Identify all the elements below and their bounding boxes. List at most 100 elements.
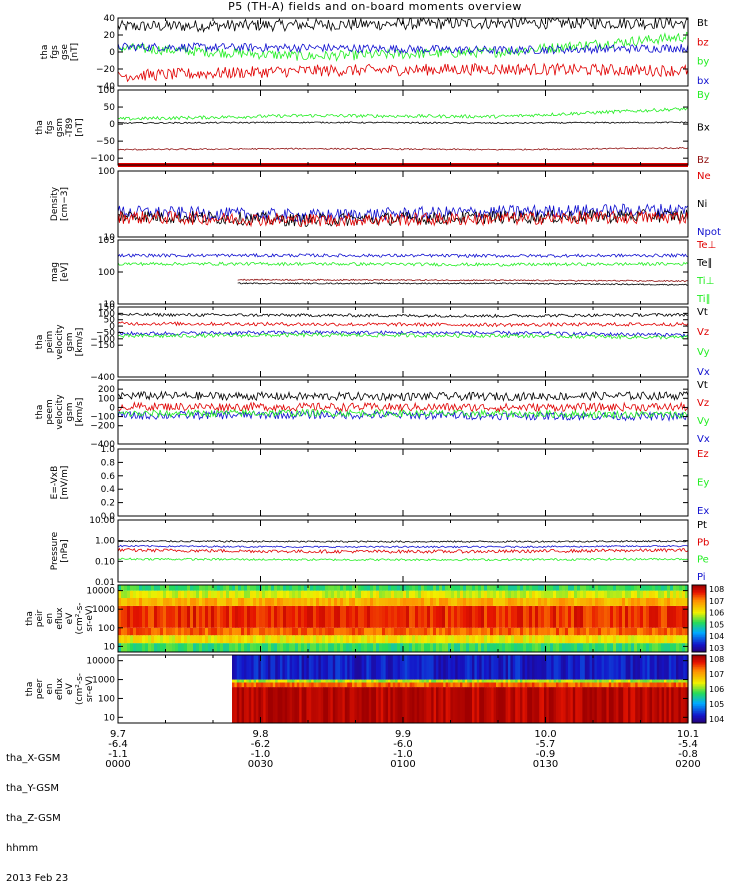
spectrogram-cell [426,655,430,680]
spectrogram-cell [577,590,581,599]
spectrogram-cell [454,585,458,591]
spectrogram-cell [682,585,686,591]
spectrogram-cell [628,627,632,636]
spectrogram-cell [418,598,422,606]
spectrogram-cell [265,605,269,628]
spectrogram-cell [352,682,355,688]
spectrogram-cell [448,627,452,636]
spectrogram-cell [678,682,682,688]
spectrogram-cell [407,655,411,680]
colorbar-segment [692,596,706,599]
spectrogram-cell [235,643,239,652]
spectrogram-cell [178,605,182,628]
spectrogram-cell [364,655,367,680]
spectrogram-cell [643,627,647,636]
spectrogram-cell [316,655,319,680]
spectrogram-cell [661,635,665,644]
spectrogram-cell [241,643,245,652]
spectrogram-cell [619,585,623,591]
spectrogram-cell [424,679,427,683]
spectrogram-cell [550,585,554,591]
spectrogram-cell [582,679,586,683]
spectrogram-cell [532,682,535,688]
spectrogram-cell [397,655,401,680]
spectrogram-cell [136,627,140,636]
spectrogram-cell [469,605,473,628]
spectrogram-cell [330,679,334,683]
spectrogram-cell [520,627,524,636]
spectrogram-cell [376,605,380,628]
spectrogram-cell [430,627,434,636]
spectrogram-cell [364,598,368,606]
spectrogram-cell [220,585,224,591]
spectrogram-cell [235,585,239,591]
spectrogram-cell [454,643,458,652]
spectrogram-cell [145,598,149,606]
spectrogram-cell [450,687,454,723]
spectrogram-cell [306,655,310,680]
spectrogram-cell [479,687,483,723]
spectrogram-cell [439,590,443,599]
spectrogram-cell [556,687,559,723]
spectrogram-cell [163,643,167,652]
xaxis-tick-label: 9.8 [253,729,269,740]
ephemeris-value: -6.0 [393,739,413,750]
spectrogram-cell [584,655,588,680]
spectrogram-cell [118,643,122,652]
spectrogram-cell [680,682,684,688]
spectrogram-cell [301,627,305,636]
spectrogram-cell [368,682,372,688]
ylabel-line: gsm [55,118,65,137]
spectrogram-cell [250,598,254,606]
spectrogram-cell [508,627,512,636]
spectrogram-cell [608,682,612,688]
spectrogram-cell [409,598,413,606]
spectrogram-cell [553,679,557,683]
spectrogram-cell [250,605,254,628]
spectrogram-cell [682,590,686,599]
spectrogram-cell [241,687,245,723]
spectrogram-cell [271,598,275,606]
spectrogram-cell [151,605,155,628]
spectrogram-cell [121,598,125,606]
ytick-label: 100 [98,86,115,96]
spectrogram-cell [220,590,224,599]
spectrogram-cell [475,605,479,628]
spectrogram-cell [325,627,329,636]
spectrogram-cell [402,682,406,688]
colorbar-segment [692,586,706,589]
spectrogram-cell [631,590,635,599]
colorbar-segment [692,682,706,685]
spectrogram-cell [415,585,419,591]
spectrogram-cell [178,627,182,636]
spectrogram-cell [599,687,603,723]
spectrogram-cell [286,605,290,628]
spectrogram-cell [328,679,331,683]
colorbar-segment [692,635,706,638]
spectrogram-cell [445,635,449,644]
spectrogram-cell [283,590,287,599]
spectrogram-cell [217,598,221,606]
spectrogram-cell [136,585,140,591]
spectrogram-cell [619,598,623,606]
spectrogram-cell [196,643,200,652]
spectrogram-cell [265,655,269,680]
spectrogram-cell [517,590,521,599]
spectrogram-cell [292,598,296,606]
spectrogram-cell [610,605,614,628]
series-Vt [117,390,689,402]
spectrogram-cell [541,687,545,723]
spectrogram-cell [337,643,341,652]
spectrogram-cell [469,655,473,680]
spectrogram-cell [337,635,341,644]
spectrogram-cell [334,605,338,628]
spectrogram-cell [488,682,492,688]
spectrogram-cell [619,635,623,644]
colorbar-segment [692,661,706,664]
spectrogram-cell [475,643,479,652]
ytick-label: 100 [98,694,115,704]
colorbar-segment [692,616,706,619]
spectrogram-cell [498,655,502,680]
spectrogram-cell [622,643,626,652]
